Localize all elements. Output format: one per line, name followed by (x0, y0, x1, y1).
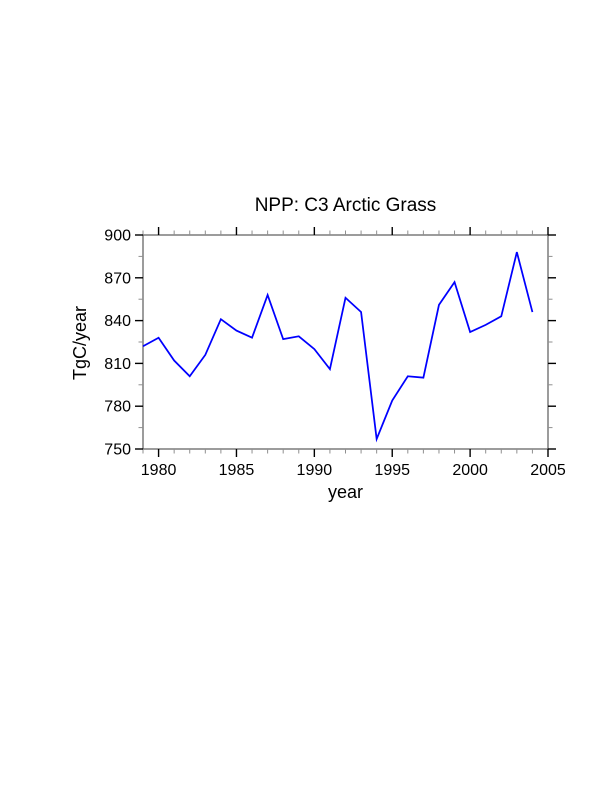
axis-ticks (135, 227, 556, 457)
x-tick-label: 1990 (297, 462, 333, 479)
chart-title: NPP: C3 Arctic Grass (255, 195, 437, 216)
npp-line-series (142, 251, 534, 443)
y-tick-label: 780 (104, 399, 131, 416)
y-axis-label: TgC/year (70, 306, 90, 380)
y-tick-label: 900 (104, 228, 131, 245)
x-tick-labels: 1980 1985 1990 1995 2000 2005 (141, 462, 566, 479)
x-tick-label: 1985 (219, 462, 255, 479)
y-tick-label: 810 (104, 356, 131, 373)
y-tick-label: 840 (104, 313, 131, 330)
y-tick-label: 870 (104, 270, 131, 287)
plot-frame (142, 234, 549, 450)
y-tick-label: 750 (104, 442, 131, 459)
x-axis-label: year (328, 482, 363, 502)
x-tick-label: 1995 (374, 462, 410, 479)
y-tick-labels: 750 780 810 840 870 900 (104, 228, 131, 459)
plot-border (142, 234, 549, 450)
x-tick-label: 2000 (452, 462, 488, 479)
data-series (142, 251, 534, 443)
x-tick-label: 1980 (141, 462, 177, 479)
x-tick-label: 2005 (530, 462, 566, 479)
